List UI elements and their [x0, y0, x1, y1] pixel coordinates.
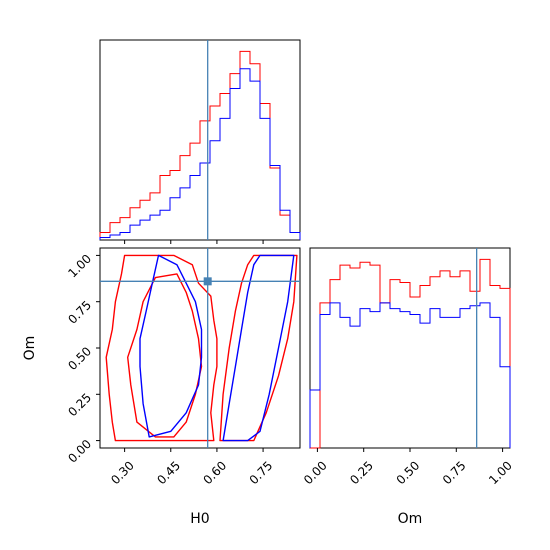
hist-om-series-blue: [309, 302, 511, 448]
contour-red-right: [219, 254, 298, 442]
truth-marker: [203, 277, 212, 286]
tick-label-x-om-3: 0.75: [440, 458, 469, 487]
tick-label-x-om-2: 0.50: [394, 458, 423, 487]
y-axis-label-om: Om: [22, 336, 38, 361]
tick-label-x-om-4: 1.00: [486, 458, 515, 487]
tick-label-y-om-1: 0.25: [65, 391, 94, 420]
x-axis-label-om: Om: [398, 511, 423, 527]
tick-label-x-om-1: 0.25: [347, 458, 376, 487]
hist-om-series-red: [310, 258, 511, 449]
contour-blue-right: [222, 254, 295, 442]
tick-label-x-om-0: 0.00: [301, 458, 330, 487]
tick-label-x-h0-1: 0.45: [154, 458, 183, 487]
tick-label-y-om-0: 0.00: [65, 437, 94, 466]
contour-red-inner: [126, 273, 203, 438]
hist-h0-series-red: [99, 50, 301, 240]
tick-label-x-h0-3: 0.75: [247, 458, 276, 487]
contour-blue-outer: [139, 254, 203, 438]
hist-h0-frame: [99, 39, 301, 241]
tick-label-x-h0-0: 0.30: [108, 458, 137, 487]
tick-label-y-om-3: 0.75: [65, 298, 94, 327]
tick-label-y-om-4: 1.00: [65, 252, 94, 281]
hist-h0-series-blue: [99, 68, 301, 240]
contour-red-outer: [105, 254, 218, 442]
tick-label-x-h0-2: 0.60: [200, 458, 229, 487]
tick-label-y-om-2: 0.50: [65, 344, 94, 373]
x-axis-label-h0: H0: [190, 511, 209, 527]
